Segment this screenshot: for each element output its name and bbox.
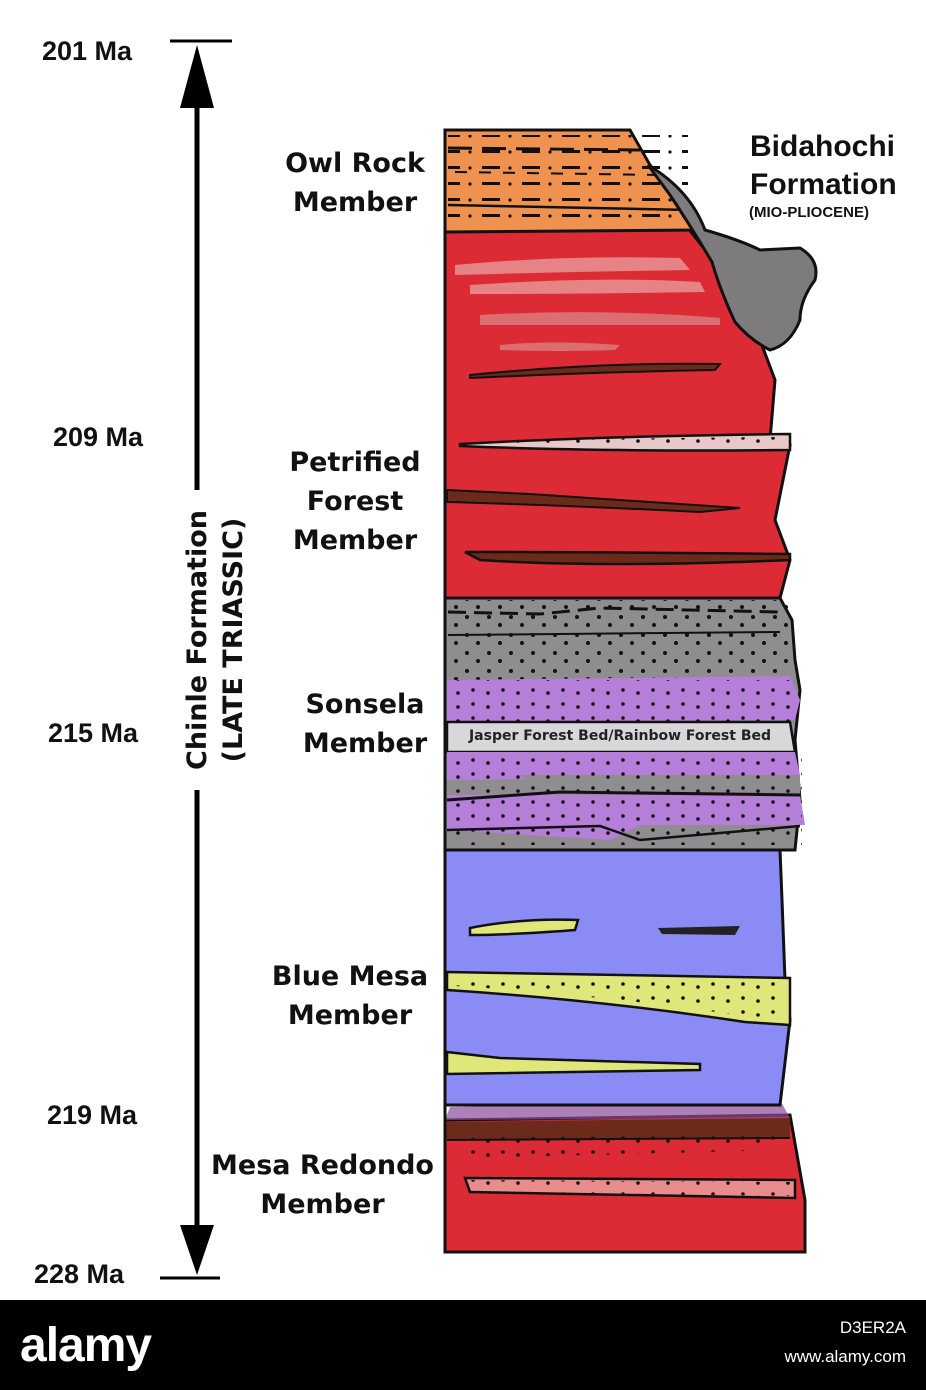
image-id: D3ER2A <box>839 1318 906 1337</box>
chinle-formation-name: Chinle Formation <box>182 510 213 770</box>
member-label-mesa-redondo: Mesa Redondo Member <box>211 1150 434 1220</box>
axis-arrow-down <box>180 1225 214 1275</box>
age-label-219: 219 Ma <box>47 1100 138 1130</box>
age-label-228: 228 Ma <box>34 1259 125 1289</box>
mesa-redondo-layer <box>443 1100 807 1254</box>
blue-mesa-layer <box>443 846 792 1107</box>
jasper-forest-bed-label: Jasper Forest Bed/Rainbow Forest Bed <box>468 728 772 744</box>
member-label-blue-mesa: Blue Mesa Member <box>271 961 429 1031</box>
bidahochi-layer <box>646 163 818 352</box>
member-label-sonsela: Sonsela Member <box>302 689 428 759</box>
member-label-owl-rock: Owl Rock Member <box>285 148 425 218</box>
age-label-215: 215 Ma <box>48 718 139 748</box>
age-label-209: 209 Ma <box>53 422 144 452</box>
chinle-formation-age: (LATE TRIASSIC) <box>218 517 249 763</box>
petrified-forest-layer <box>443 216 792 600</box>
alamy-logo: alamy <box>20 1319 152 1372</box>
footer-bar <box>0 1300 926 1390</box>
chinle-formation-label: Chinle Formation (LATE TRIASSIC) <box>180 490 252 790</box>
site-url: www.alamy.com <box>784 1347 906 1366</box>
bidahochi-name: Bidahochi <box>750 130 896 163</box>
axis-arrow-up <box>180 45 214 108</box>
member-label-petrified-forest: Petrified Forest Member <box>289 447 421 556</box>
age-label-201: 201 Ma <box>42 36 133 66</box>
sonsela-layer <box>443 596 805 852</box>
bidahochi-age-label: (MIO-PLIOCENE) <box>749 204 869 221</box>
bidahochi-formation-label: Bidahochi Formation <box>750 128 897 204</box>
stratigraphic-column-diagram <box>160 39 818 1280</box>
bidahochi-formation-word: Formation <box>750 168 897 201</box>
time-axis <box>160 39 232 1280</box>
